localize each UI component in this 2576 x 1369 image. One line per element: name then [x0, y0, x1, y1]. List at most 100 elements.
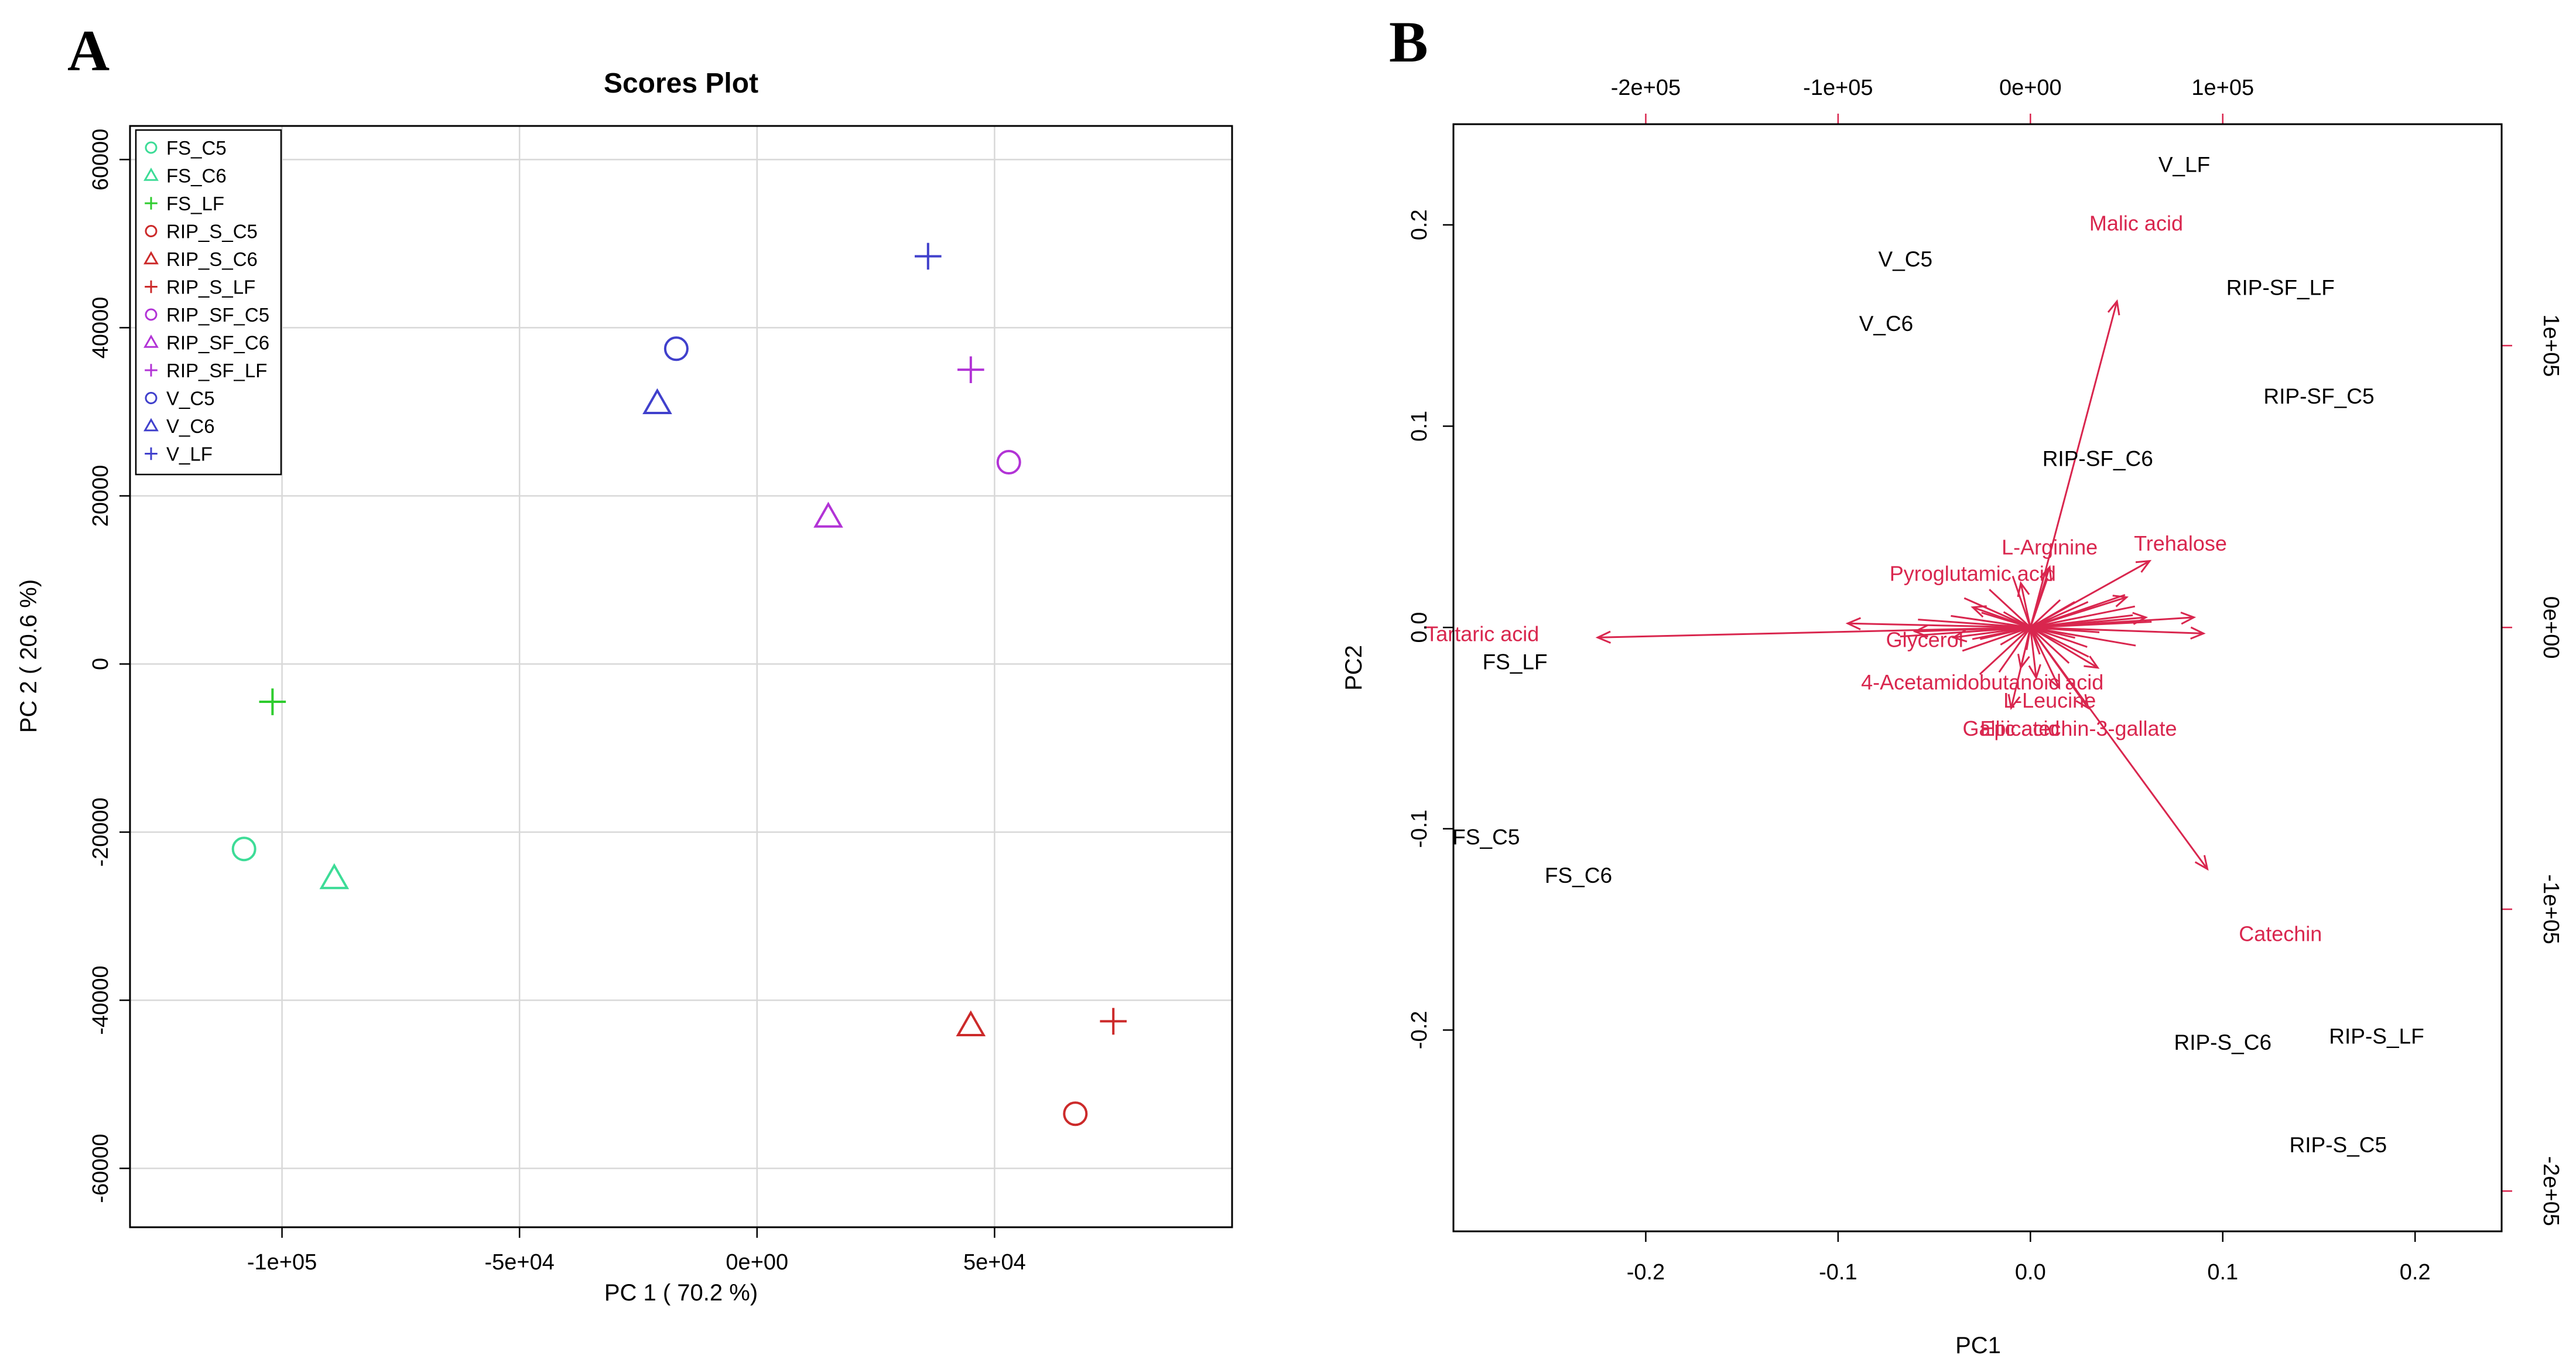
loading-label: L-Leucine — [2003, 688, 2096, 712]
loading-arrow-minor — [2030, 599, 2061, 629]
loading-arrowhead — [2190, 626, 2206, 640]
loading-arrow-minor — [2030, 601, 2089, 629]
loading-label: Malic acid — [2089, 211, 2183, 235]
data-point-rip-sf-c5 — [996, 450, 1021, 475]
loading-arrowhead — [2028, 664, 2041, 680]
legend-symbol-rip-s-lf — [145, 280, 158, 293]
legend-symbol-rip-s-c5 — [145, 225, 158, 237]
x-tick-label: 0.2 — [2400, 1260, 2431, 1285]
y-tick-label: -20000 — [88, 797, 113, 866]
score-label: RIP-SF_C5 — [2263, 384, 2374, 408]
loading-label: Glycerol — [1886, 628, 1963, 652]
data-point-rip-s-c6 — [956, 1010, 986, 1036]
loading-arrow — [2020, 583, 2031, 628]
top-tick-label: 0e+00 — [1999, 76, 2062, 100]
loading-arrowhead — [2007, 694, 2021, 711]
loading-label: Catechin — [2239, 921, 2322, 945]
loading-label: 4-Acetamidobutanoic acid — [1861, 670, 2103, 694]
loading-arrow — [2030, 626, 2099, 669]
loading-arrow-minor — [1918, 619, 2031, 629]
y-tick-label: 0 — [88, 658, 113, 670]
loading-arrow — [2029, 627, 2037, 678]
panel-a-grid — [130, 126, 1232, 1227]
score-label: V_LF — [2158, 153, 2210, 177]
loading-arrow-minor — [2030, 626, 2100, 633]
loading-arrow-minor — [2029, 627, 2041, 655]
y-tick-label: 0.1 — [1407, 411, 1432, 442]
panel-a-ticks: -1e+05 -5e+04 0e+00 5e+04 -60000 -40000 -20000… — [88, 129, 1026, 1275]
loading-arrow-minor — [2030, 621, 2152, 629]
y-tick-label: 0.2 — [1407, 209, 1432, 240]
top-tick-label: 1e+05 — [2191, 76, 2254, 100]
loading-label: Epicatechin-3-gallate — [1980, 716, 2177, 740]
panel-b-score-labels: V_LF V_C5 V_C6 RIP-SF_LF RIP-SF_C5 RIP-SF_C6 F… — [1452, 153, 2424, 1158]
data-point-fs-c5 — [231, 837, 256, 862]
loading-arrow-minor — [1962, 626, 2031, 652]
right-tick-label: 0e+00 — [2539, 596, 2563, 659]
data-point-v-c6 — [642, 388, 672, 414]
data-point-rip-sf-c6 — [813, 501, 843, 528]
right-tick-label: 1e+05 — [2539, 315, 2563, 377]
panel-b-letter: B — [1389, 9, 1428, 74]
loading-arrow-minor — [2030, 605, 2136, 629]
top-tick-label: -2e+05 — [1611, 76, 1681, 100]
loading-arrow-minor — [1981, 612, 2031, 629]
data-point-rip-s-c5 — [1063, 1101, 1088, 1126]
loading-arrowhead — [1595, 630, 1612, 644]
score-label: FS_C6 — [1545, 863, 1612, 887]
panel-b-ticks: -0.2 -0.1 0.0 0.1 0.2 -0.2 -0.1 0.0 0.1 0.2 -2e+05… — [1407, 76, 2563, 1285]
legend-symbol-fs-c6 — [143, 168, 159, 181]
legend-label: RIP_SF_C6 — [166, 332, 269, 354]
panel-a-points — [231, 243, 1127, 1126]
panel-a-title: Scores Plot — [604, 68, 758, 99]
legend-label: FS_LF — [166, 193, 224, 214]
panel-b-plot-frame — [1452, 123, 2503, 1233]
x-tick-label: 0.0 — [2015, 1260, 2046, 1285]
loading-arrow-minor — [1980, 626, 2031, 640]
loading-arrow-minor — [2030, 626, 2089, 658]
x-tick-label: -1e+05 — [247, 1250, 317, 1275]
x-tick-label: 0.1 — [2207, 1260, 2238, 1285]
legend-label: FS_C5 — [166, 137, 227, 159]
loading-arrowhead — [2180, 612, 2197, 625]
legend-label: RIP_S_LF — [166, 276, 255, 298]
score-label: RIP-SF_LF — [2226, 275, 2335, 299]
legend-symbol-v-c6 — [143, 418, 159, 432]
x-tick-label: -5e+04 — [484, 1250, 554, 1275]
right-tick-label: -2e+05 — [2539, 1156, 2563, 1226]
score-label: RIP-SF_C6 — [2043, 446, 2153, 470]
score-label: FS_C5 — [1452, 825, 1520, 849]
legend-symbol-v-c5 — [145, 392, 158, 404]
loading-arrow-minor — [2030, 626, 2088, 648]
legend-symbol-rip-sf-lf — [145, 364, 158, 377]
legend-label: V_C5 — [166, 388, 215, 409]
data-point-rip-sf-lf — [957, 356, 984, 383]
legend-box — [135, 129, 282, 476]
loading-arrow-minor — [2026, 627, 2031, 650]
data-point-fs-lf — [259, 688, 286, 715]
data-point-rip-s-lf — [1100, 1008, 1127, 1035]
loading-arrow-minor — [1989, 589, 2031, 629]
y-tick-label: -0.1 — [1407, 810, 1432, 848]
loading-arrowhead — [2084, 656, 2100, 669]
loading-arrowhead — [2040, 565, 2052, 582]
loading-arrow — [2030, 626, 2204, 634]
x-tick-label: 0e+00 — [726, 1250, 788, 1275]
loading-arrow — [2030, 627, 2089, 709]
score-label: RIP-S_LF — [2329, 1025, 2424, 1049]
x-tick-label: -0.2 — [1627, 1260, 1665, 1285]
legend-symbol-fs-c5 — [145, 141, 158, 154]
x-tick-label: 5e+04 — [963, 1250, 1026, 1275]
panel-b-ylabel: PC2 — [1341, 645, 1367, 691]
legend-label: V_C6 — [166, 415, 215, 437]
loading-arrowhead — [2112, 595, 2129, 607]
y-tick-label: -40000 — [88, 965, 113, 1035]
loading-arrow-minor — [1900, 626, 2031, 638]
legend-label: RIP_S_C6 — [166, 248, 258, 270]
loading-label: L-Arginine — [2002, 535, 2098, 559]
y-tick-label: 60000 — [88, 129, 113, 191]
legend-label: V_LF — [166, 443, 213, 465]
loading-arrow-minor — [2030, 626, 2070, 664]
loading-arrowhead — [1845, 617, 1862, 630]
